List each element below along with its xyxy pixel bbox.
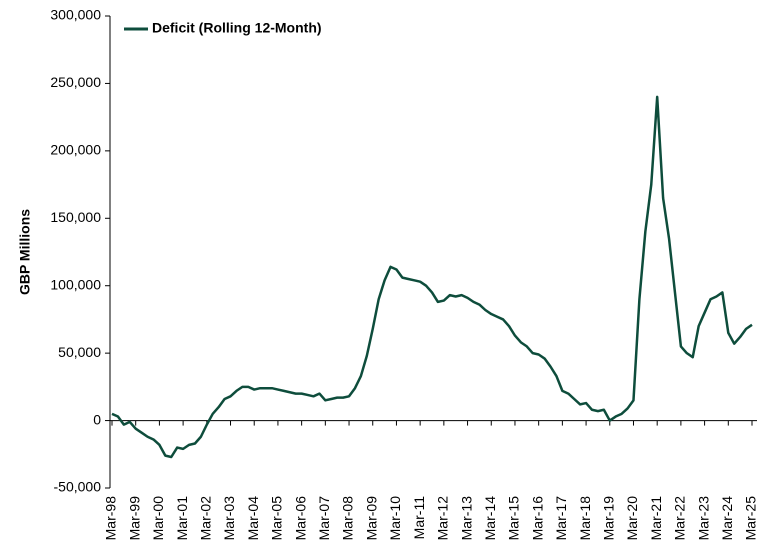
x-tick-label: Mar-98 [103, 496, 119, 541]
x-tick-label: Mar-10 [387, 496, 403, 541]
x-tick-label: Mar-08 [340, 496, 356, 541]
y-tick-label: 0 [93, 411, 101, 427]
x-tick-label: Mar-05 [269, 496, 285, 541]
x-tick-label: Mar-24 [719, 496, 735, 541]
y-tick-label: 250,000 [50, 74, 101, 90]
x-tick-label: Mar-25 [743, 496, 759, 541]
x-tick-label: Mar-04 [245, 496, 261, 541]
y-axis-label: GBP Millions [17, 209, 33, 295]
x-tick-label: Mar-21 [648, 496, 664, 541]
x-tick-label: Mar-07 [316, 496, 332, 541]
x-tick-label: Mar-18 [577, 496, 593, 541]
x-tick-label: Mar-15 [506, 496, 522, 541]
x-tick-label: Mar-23 [695, 496, 711, 541]
x-tick-label: Mar-03 [221, 496, 237, 541]
x-tick-label: Mar-20 [624, 496, 640, 541]
x-tick-label: Mar-00 [150, 496, 166, 541]
y-tick-label: 150,000 [50, 209, 101, 225]
x-tick-label: Mar-16 [529, 496, 545, 541]
legend-label: Deficit (Rolling 12-Month) [152, 20, 322, 36]
y-tick-label: 50,000 [58, 344, 101, 360]
x-tick-label: Mar-01 [174, 496, 190, 541]
x-tick-label: Mar-14 [482, 496, 498, 541]
data-line [111, 95, 753, 459]
x-tick-label: Mar-22 [672, 496, 688, 541]
x-tick-label: Mar-19 [600, 496, 616, 541]
y-tick-label: -50,000 [54, 479, 102, 495]
y-tick-label: 300,000 [50, 7, 101, 23]
x-tick-label: Mar-02 [198, 496, 214, 541]
x-tick-label: Mar-99 [126, 496, 142, 541]
x-tick-label: Mar-13 [458, 496, 474, 541]
x-tick-label: Mar-06 [292, 496, 308, 541]
y-tick-label: 200,000 [50, 142, 101, 158]
x-tick-label: Mar-11 [411, 496, 427, 540]
y-tick-label: 100,000 [50, 276, 101, 292]
x-tick-label: Mar-09 [363, 496, 379, 541]
x-tick-label: Mar-12 [435, 496, 451, 541]
x-tick-label: Mar-17 [553, 496, 569, 541]
